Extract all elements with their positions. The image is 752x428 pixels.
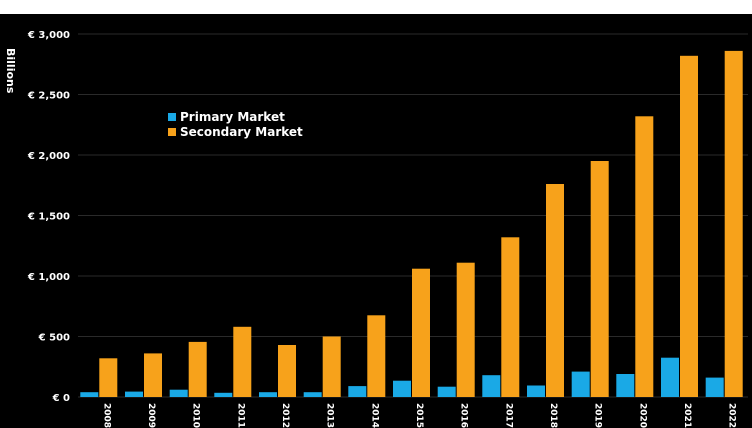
y-tick-label: € 3,000 bbox=[27, 30, 70, 41]
bar-primary-market bbox=[705, 377, 724, 397]
y-tick-label: € 500 bbox=[38, 333, 70, 344]
bar-primary-market bbox=[303, 392, 322, 397]
bar-secondary-market bbox=[278, 345, 296, 397]
bar-primary-market bbox=[393, 380, 411, 397]
chart-panel: € 0 € 500 € 1,000 € 1,500 € 2,000 € 2,500 € 3,… bbox=[0, 14, 752, 428]
bar-secondary-market bbox=[322, 336, 341, 397]
bar-secondary-market bbox=[635, 116, 654, 398]
x-tick-label: 2014 bbox=[369, 403, 379, 428]
y-tick-label: € 2,000 bbox=[27, 151, 70, 162]
bar-secondary-market bbox=[412, 268, 430, 397]
bar-primary-market bbox=[169, 389, 188, 397]
bar-secondary-market bbox=[680, 55, 698, 398]
x-tick-label: 2010 bbox=[191, 403, 201, 428]
y-tick-label: € 1,000 bbox=[27, 272, 70, 283]
legend-swatch-secondary bbox=[168, 128, 176, 136]
bar-primary-market bbox=[214, 392, 233, 397]
bar-primary-market bbox=[571, 371, 590, 397]
x-tick-label: 2012 bbox=[280, 403, 290, 428]
bar-primary-market bbox=[527, 385, 545, 397]
bar-primary-market bbox=[259, 392, 277, 397]
bar-secondary-market bbox=[144, 353, 162, 397]
bar-primary-market bbox=[616, 374, 635, 397]
x-tick-label: 2013 bbox=[325, 403, 335, 428]
bar-secondary-market bbox=[724, 50, 743, 398]
x-tick-label: 2018 bbox=[548, 403, 558, 428]
bar-secondary-market bbox=[546, 184, 564, 397]
bar-secondary-market bbox=[367, 315, 386, 397]
x-axis-ticks: 2008 2009 2010 2011 2012 2013 2014 2015 2016 2017… bbox=[101, 403, 736, 428]
y-tick-label: € 2,500 bbox=[27, 91, 70, 102]
bar-primary-market bbox=[125, 391, 143, 397]
x-tick-label: 2021 bbox=[682, 403, 692, 428]
y-axis-ticks: € 0 € 500 € 1,000 € 1,500 € 2,000 € 2,500 € 3,… bbox=[27, 30, 70, 404]
bars bbox=[80, 50, 743, 398]
legend-label-primary: Primary Market bbox=[180, 110, 285, 124]
legend-swatch-primary bbox=[168, 113, 176, 121]
bar-secondary-market bbox=[590, 161, 609, 397]
x-tick-label: 2015 bbox=[414, 403, 424, 428]
x-tick-label: 2017 bbox=[503, 403, 513, 428]
x-tick-label: 2009 bbox=[146, 403, 156, 428]
x-tick-label: 2008 bbox=[101, 403, 111, 428]
bar-primary-market bbox=[437, 386, 456, 397]
bar-primary-market bbox=[348, 386, 367, 397]
y-tick-label: € 1,500 bbox=[27, 212, 70, 223]
bar-secondary-market bbox=[501, 237, 520, 397]
x-tick-label: 2019 bbox=[593, 403, 603, 428]
bar-chart: € 0 € 500 € 1,000 € 1,500 € 2,000 € 2,500 € 3,… bbox=[4, 30, 748, 428]
bar-primary-market bbox=[661, 357, 679, 397]
bar-secondary-market bbox=[233, 326, 252, 397]
bar-secondary-market bbox=[188, 341, 207, 397]
bar-secondary-market bbox=[99, 358, 118, 397]
legend-label-secondary: Secondary Market bbox=[180, 125, 303, 139]
x-tick-label: 2016 bbox=[459, 403, 469, 428]
legend: Primary Market Secondary Market bbox=[168, 110, 303, 139]
y-tick-label: € 0 bbox=[52, 393, 70, 404]
bar-primary-market bbox=[482, 375, 501, 397]
y-axis-label: Billions bbox=[4, 48, 17, 94]
x-tick-label: 2020 bbox=[637, 403, 647, 428]
bar-secondary-market bbox=[456, 262, 475, 397]
bar-primary-market bbox=[80, 392, 99, 397]
x-tick-label: 2022 bbox=[727, 403, 737, 428]
x-tick-label: 2011 bbox=[235, 403, 245, 428]
